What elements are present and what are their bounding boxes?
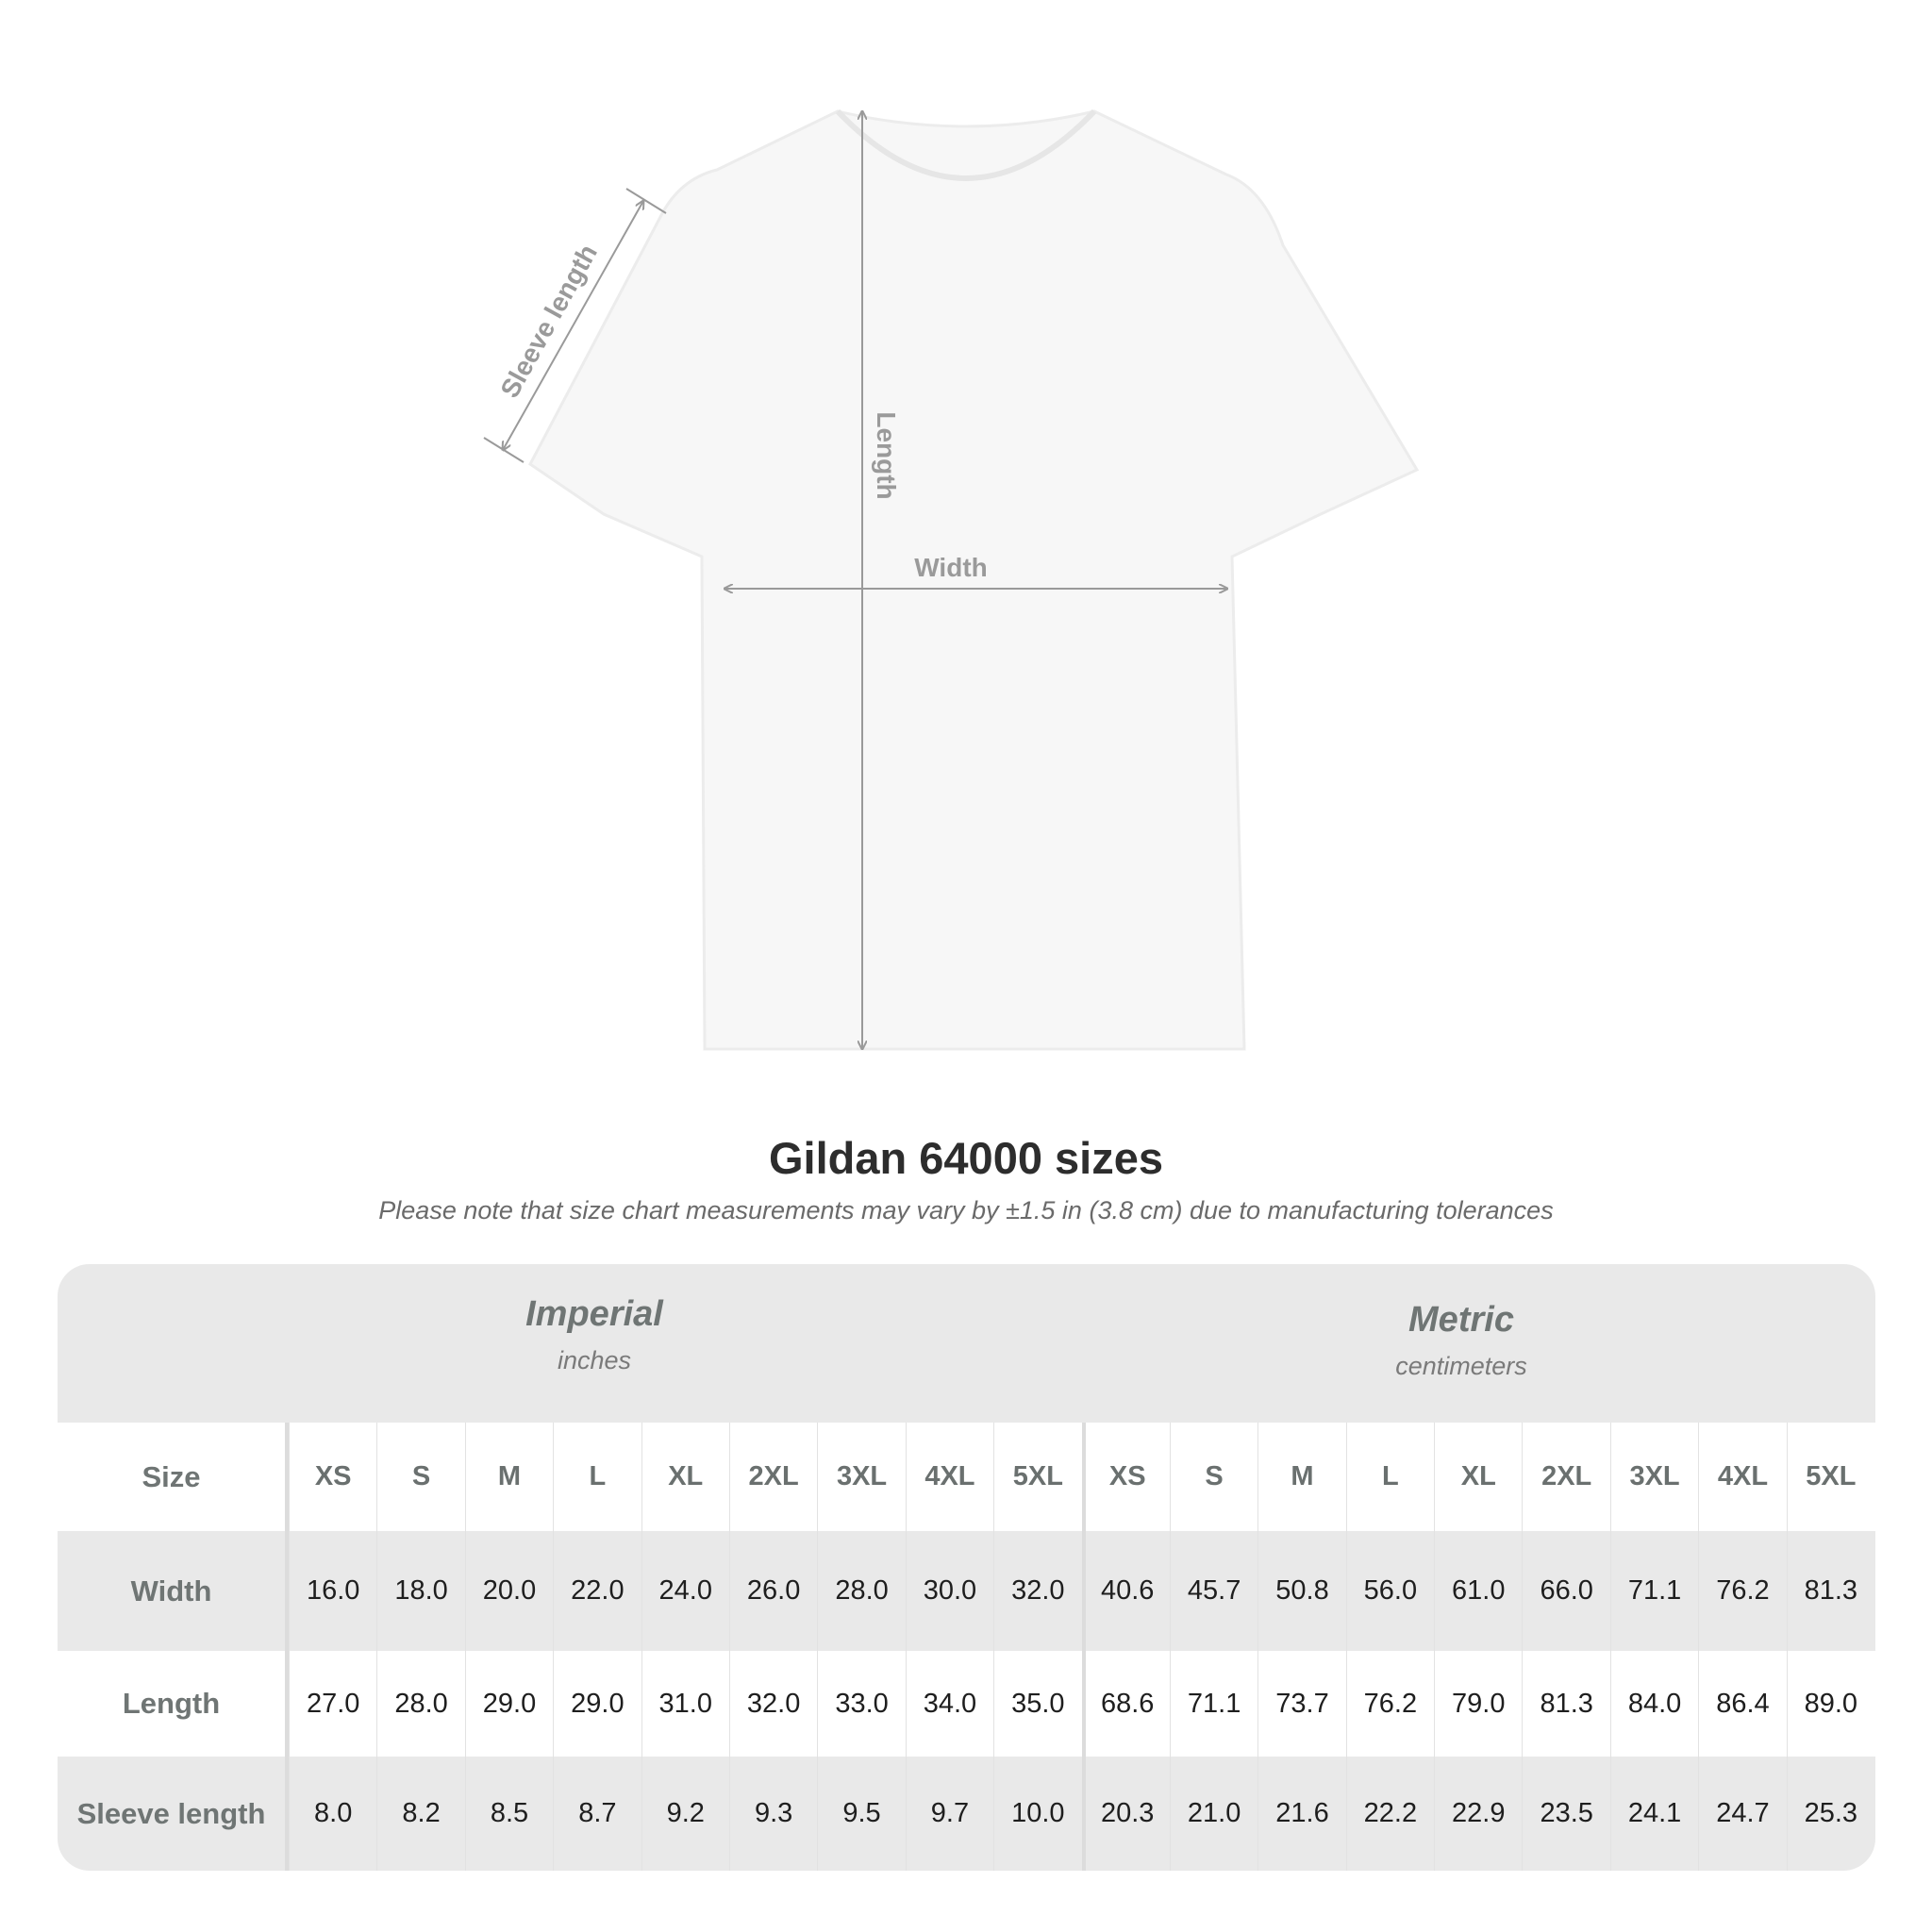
value-cell: 45.7 — [1169, 1531, 1257, 1651]
size-header-cell: L — [1345, 1423, 1434, 1531]
row-label: Sleeve length — [58, 1757, 289, 1871]
size-table: Imperial inches Metric centimeters Size … — [58, 1264, 1875, 1871]
length-label: Length — [872, 411, 901, 499]
size-header-cell: 2XL — [728, 1423, 817, 1531]
size-header-cell: S — [1169, 1423, 1257, 1531]
value-cell: 20.0 — [464, 1531, 553, 1651]
value-cell: 71.1 — [1169, 1651, 1257, 1757]
value-cell: 50.8 — [1257, 1531, 1345, 1651]
value-cell: 24.1 — [1609, 1757, 1698, 1871]
metric-title: Metric — [1408, 1300, 1514, 1340]
value-cell: 29.0 — [464, 1651, 553, 1757]
imperial-title: Imperial — [525, 1294, 663, 1334]
value-cell: 9.7 — [905, 1757, 993, 1871]
row-label: Length — [58, 1651, 289, 1757]
size-header-cell: XL — [1434, 1423, 1522, 1531]
size-header-cell: 5XL — [993, 1423, 1081, 1531]
value-cell: 8.2 — [376, 1757, 464, 1871]
value-cell: 76.2 — [1698, 1531, 1786, 1651]
value-cell: 22.2 — [1345, 1757, 1434, 1871]
table-row-width: Width 16.0 18.0 20.0 22.0 24.0 26.0 28.0 30.0 32.… — [58, 1531, 1875, 1651]
value-cell: 10.0 — [993, 1757, 1081, 1871]
value-cell: 8.5 — [464, 1757, 553, 1871]
value-cell: 34.0 — [905, 1651, 993, 1757]
value-cell: 18.0 — [376, 1531, 464, 1651]
value-cell: 25.3 — [1786, 1757, 1874, 1871]
metric-unit: centimeters — [1395, 1352, 1527, 1380]
value-cell: 22.0 — [553, 1531, 641, 1651]
value-cell: 29.0 — [553, 1651, 641, 1757]
tolerance-note: Please note that size chart measurements… — [378, 1196, 1554, 1224]
chart-title: Gildan 64000 sizes — [768, 1133, 1164, 1183]
value-cell: 9.3 — [728, 1757, 817, 1871]
size-header-cell: 4XL — [1698, 1423, 1786, 1531]
value-cell: 27.0 — [289, 1651, 376, 1757]
value-cell: 76.2 — [1345, 1651, 1434, 1757]
value-cell: 9.5 — [817, 1757, 905, 1871]
size-header-cell: 3XL — [1609, 1423, 1698, 1531]
value-cell: 35.0 — [993, 1651, 1081, 1757]
width-label: Width — [914, 553, 988, 582]
value-cell: 84.0 — [1609, 1651, 1698, 1757]
table-row-sleeve-length: Sleeve length 8.0 8.2 8.5 8.7 9.2 9.3 9.5 9.7 10.… — [58, 1757, 1875, 1871]
value-cell: 79.0 — [1434, 1651, 1522, 1757]
size-header-cell: XL — [641, 1423, 729, 1531]
size-row: Size XS S M L XL 2XL 3XL 4XL 5XL XS S M L XL 2XL 3XL 4XL… — [58, 1423, 1875, 1531]
value-cell: 32.0 — [728, 1651, 817, 1757]
unit-header: Imperial inches Metric centimeters — [58, 1264, 1875, 1423]
size-header-cell: 5XL — [1786, 1423, 1874, 1531]
tshirt-shape — [528, 109, 1420, 1051]
value-cell: 21.6 — [1257, 1757, 1345, 1871]
value-cell: 9.2 — [641, 1757, 729, 1871]
imperial-unit: inches — [557, 1346, 632, 1374]
size-header-cell: L — [553, 1423, 641, 1531]
value-cell: 31.0 — [641, 1651, 729, 1757]
tshirt-diagram: Width Length Sleeve length — [483, 108, 1420, 1051]
value-cell: 23.5 — [1522, 1757, 1609, 1871]
sleeve-tick — [483, 437, 525, 463]
size-header-cell: XS — [1081, 1423, 1170, 1531]
row-label: Width — [58, 1531, 289, 1651]
value-cell: 8.7 — [553, 1757, 641, 1871]
value-cell: 32.0 — [993, 1531, 1081, 1651]
value-cell: 66.0 — [1522, 1531, 1609, 1651]
metric-header: Metric centimeters — [1131, 1300, 1791, 1381]
size-header-cell: 2XL — [1522, 1423, 1609, 1531]
value-cell: 81.3 — [1786, 1531, 1874, 1651]
value-cell: 22.9 — [1434, 1757, 1522, 1871]
imperial-header: Imperial inches — [264, 1294, 924, 1375]
size-header-cell: M — [464, 1423, 553, 1531]
size-header-cell: XS — [289, 1423, 376, 1531]
sleeve-arrow — [503, 201, 643, 450]
size-header-cell: 4XL — [905, 1423, 993, 1531]
value-cell: 73.7 — [1257, 1651, 1345, 1757]
value-cell: 68.6 — [1081, 1651, 1170, 1757]
value-cell: 8.0 — [289, 1757, 376, 1871]
value-cell: 21.0 — [1169, 1757, 1257, 1871]
value-cell: 30.0 — [905, 1531, 993, 1651]
value-cell: 33.0 — [817, 1651, 905, 1757]
size-label: Size — [58, 1423, 289, 1531]
value-cell: 86.4 — [1698, 1651, 1786, 1757]
value-cell: 81.3 — [1522, 1651, 1609, 1757]
value-cell: 40.6 — [1081, 1531, 1170, 1651]
value-cell: 71.1 — [1609, 1531, 1698, 1651]
sleeve-tick — [625, 188, 667, 214]
tshirt-collar — [835, 108, 1097, 181]
value-cell: 28.0 — [817, 1531, 905, 1651]
size-header-cell: S — [376, 1423, 464, 1531]
value-cell: 61.0 — [1434, 1531, 1522, 1651]
value-cell: 56.0 — [1345, 1531, 1434, 1651]
value-cell: 89.0 — [1786, 1651, 1874, 1757]
value-cell: 26.0 — [728, 1531, 817, 1651]
table-row-length: Length 27.0 28.0 29.0 29.0 31.0 32.0 33.0 34.0 35… — [58, 1651, 1875, 1757]
value-cell: 28.0 — [376, 1651, 464, 1757]
value-cell: 16.0 — [289, 1531, 376, 1651]
value-cell: 24.7 — [1698, 1757, 1786, 1871]
value-cell: 20.3 — [1081, 1757, 1170, 1871]
size-header-cell: M — [1257, 1423, 1345, 1531]
value-cell: 24.0 — [641, 1531, 729, 1651]
size-header-cell: 3XL — [817, 1423, 905, 1531]
